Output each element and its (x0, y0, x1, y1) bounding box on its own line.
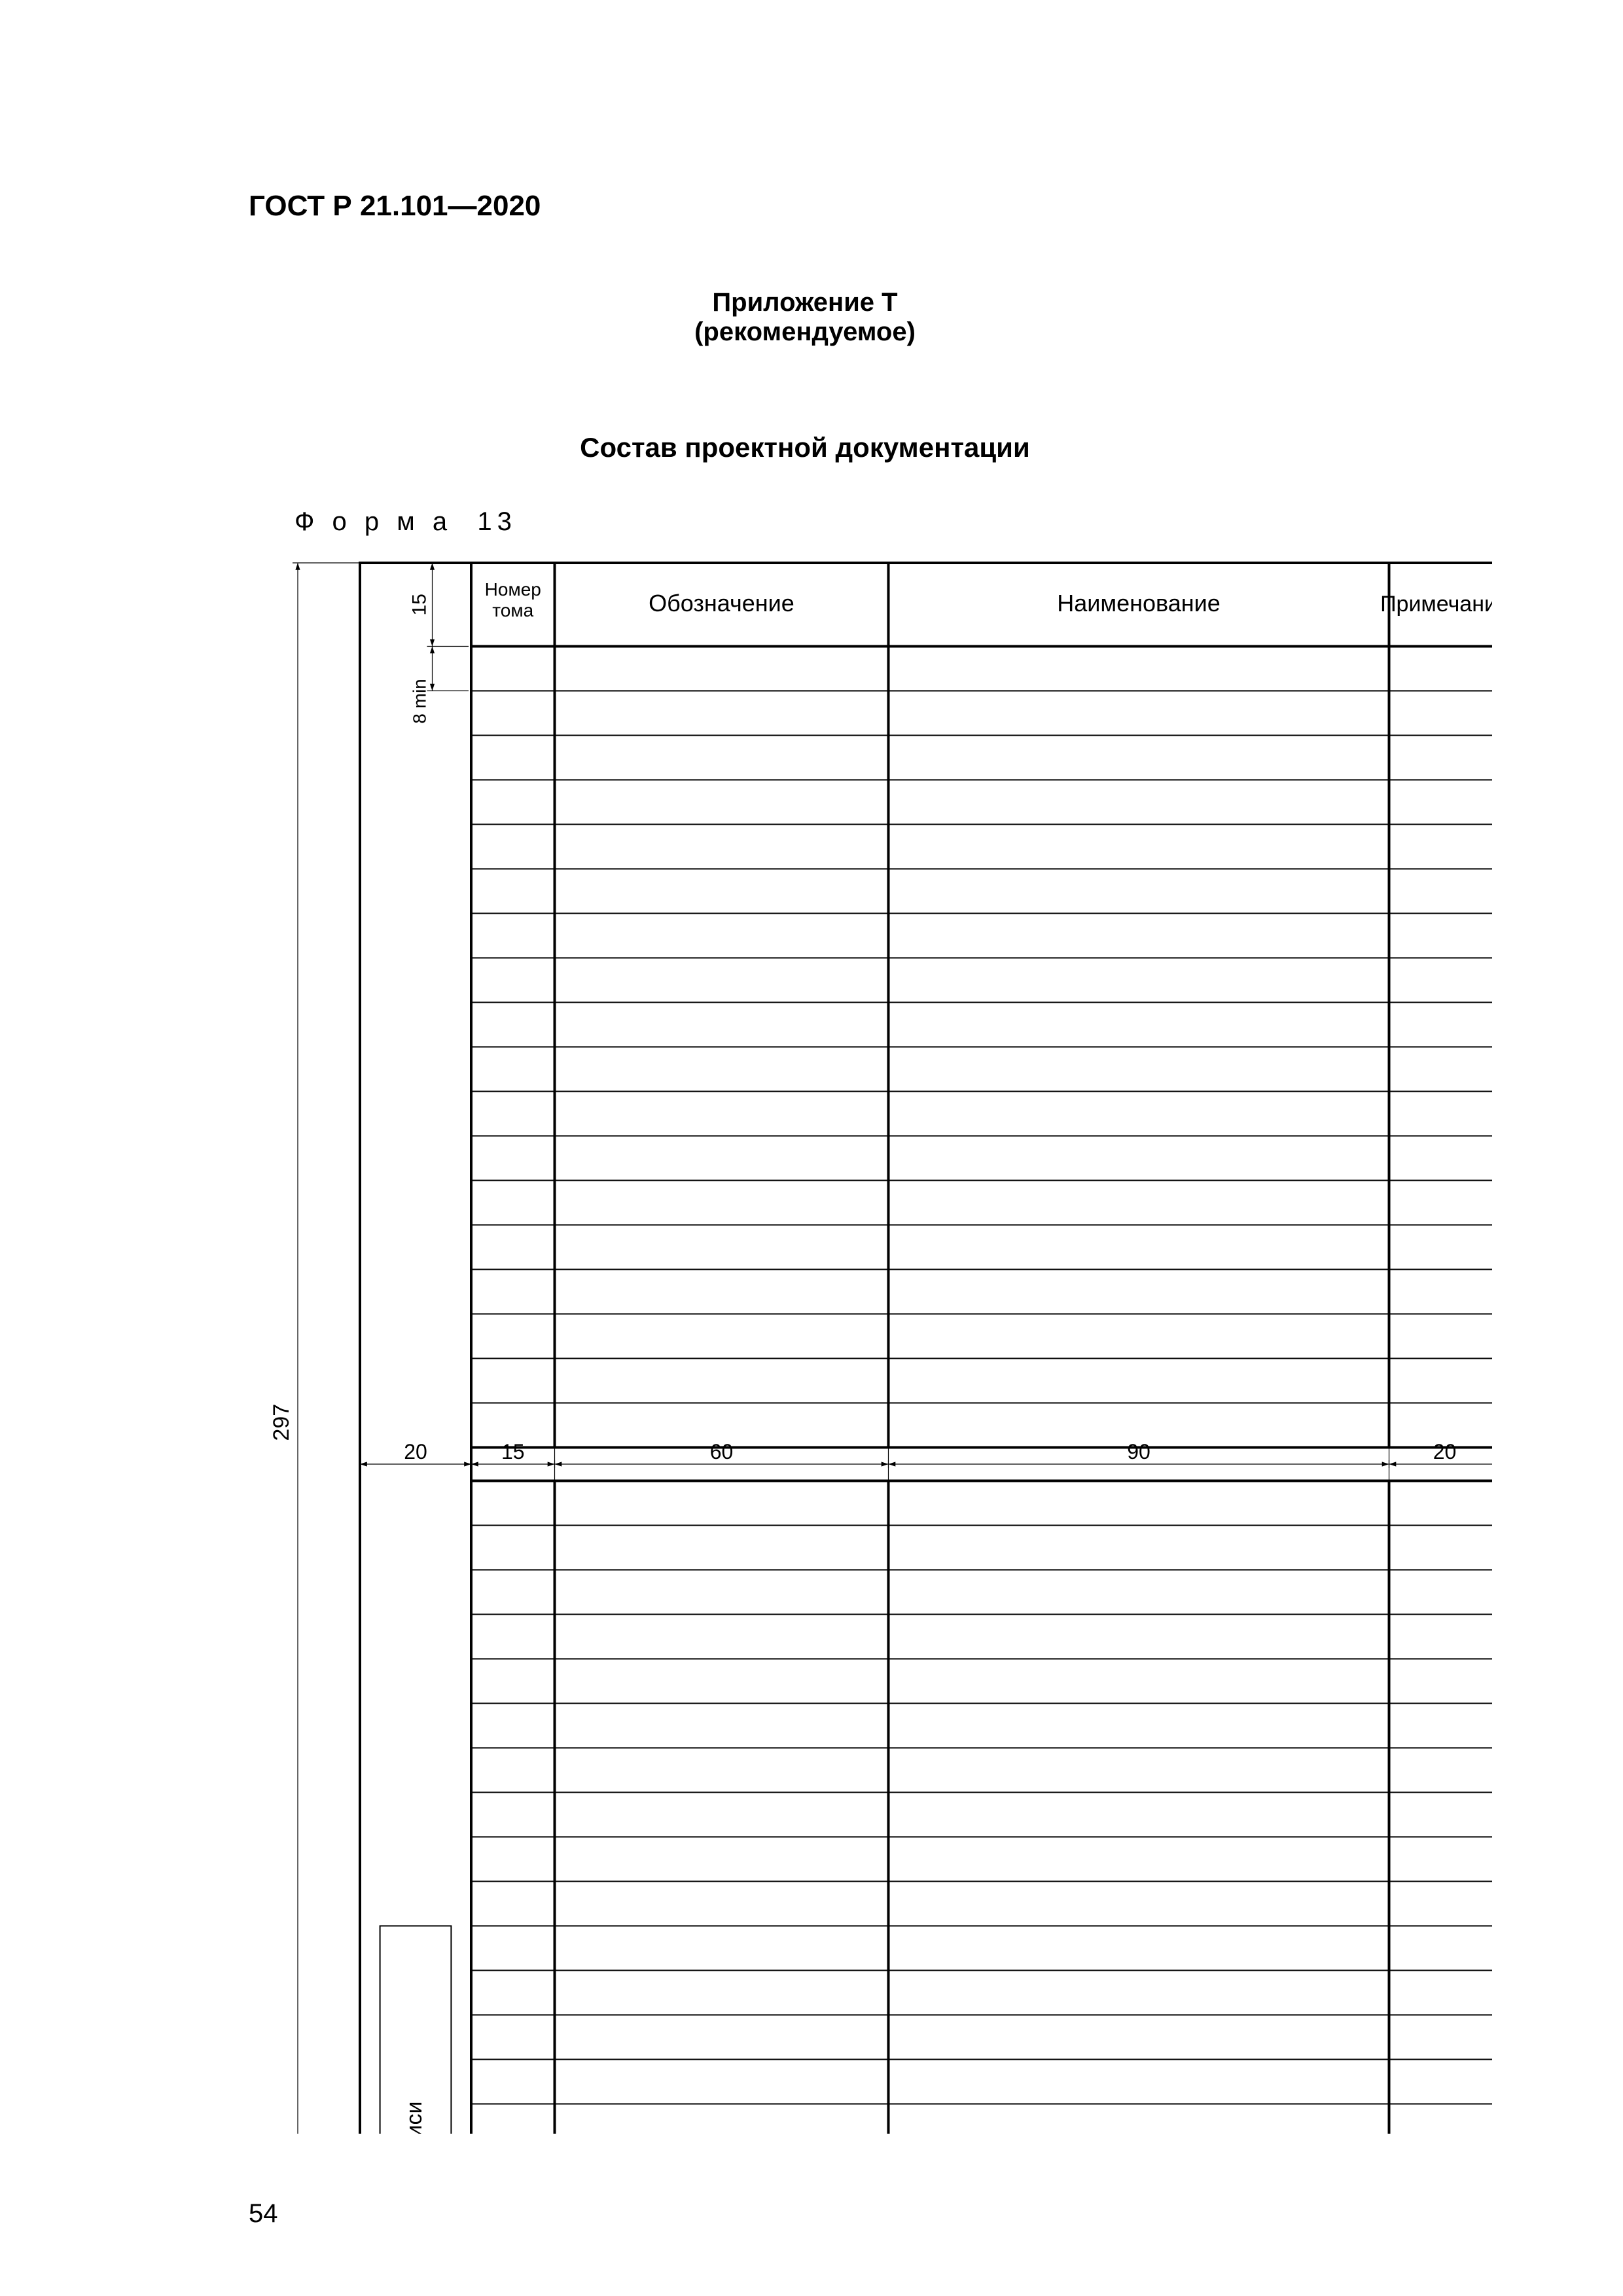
svg-text:тома: тома (492, 600, 533, 620)
svg-text:15: 15 (409, 594, 431, 615)
svg-text:8 min: 8 min (410, 679, 430, 723)
svg-text:Номер: Номер (485, 579, 541, 600)
svg-text:Наименование: Наименование (1057, 590, 1221, 617)
svg-text:60: 60 (710, 1440, 734, 1463)
form-label: Ф о р м а 13 (294, 507, 517, 537)
appendix-note: (рекомендуемое) (249, 317, 1361, 347)
page-number: 54 (249, 2199, 278, 2229)
svg-text:297: 297 (269, 1404, 294, 1441)
svg-text:20: 20 (404, 1440, 427, 1463)
svg-text:Обозначение: Обозначение (649, 590, 794, 617)
svg-text:20: 20 (1433, 1440, 1457, 1463)
page: ГОСТ Р 21.101—2020 Приложение Т (рекомен… (0, 0, 1623, 2296)
appendix-letter: Приложение Т (249, 288, 1361, 317)
form13-drawing: Дополнительные графы основной надписи Ном… (249, 543, 1492, 2134)
standard-code: ГОСТ Р 21.101—2020 (249, 190, 541, 223)
svg-text:90: 90 (1127, 1440, 1150, 1463)
svg-text:Примечание: Примечание (1380, 592, 1492, 617)
svg-text:Дополнительные графы основной: Дополнительные графы основной надписи (402, 2102, 427, 2134)
svg-text:15: 15 (501, 1440, 525, 1463)
section-title: Состав проектной документации (249, 432, 1361, 463)
appendix-block: Приложение Т (рекомендуемое) (249, 288, 1361, 347)
